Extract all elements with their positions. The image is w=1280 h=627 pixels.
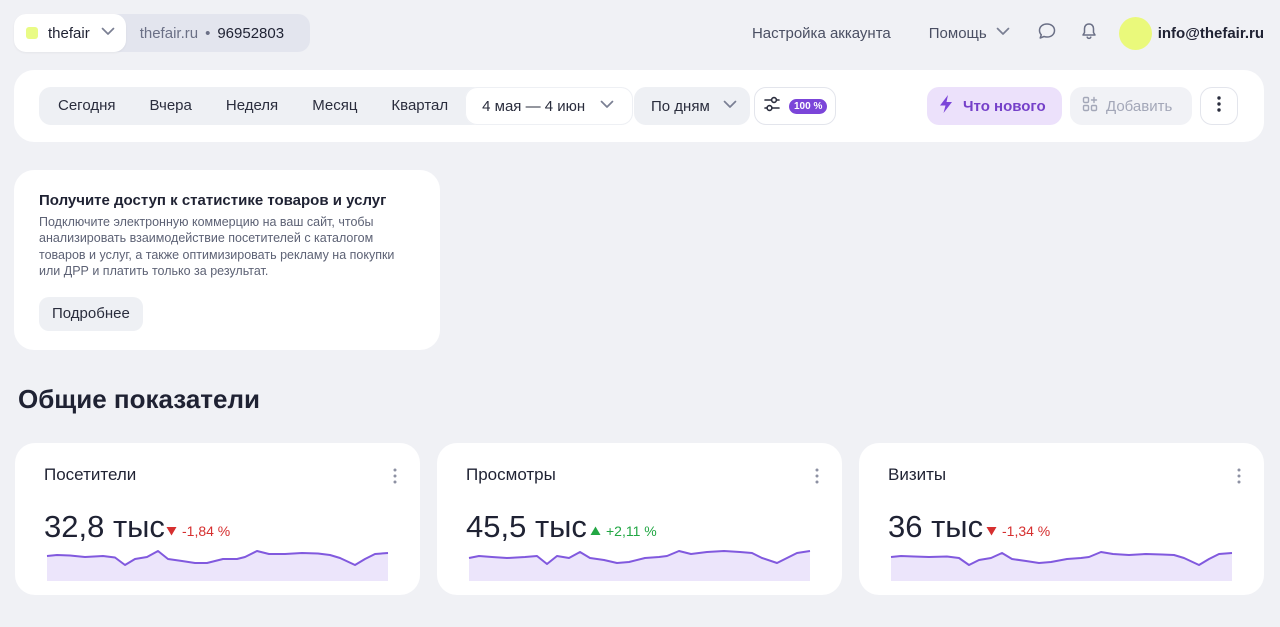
metric-delta: -1,34 % [986,523,1050,539]
vertical-dots-icon[interactable] [393,468,397,489]
bell-icon[interactable] [1079,21,1099,46]
whats-new-label: Что нового [963,97,1046,115]
top-navigation: Настройка аккаунта Помощь info@thefair.r… [752,14,1264,52]
triangle-up-icon [590,523,601,539]
period-quarter[interactable]: Квартал [391,97,449,114]
counter-id: 96952803 [217,24,285,42]
lightning-icon [937,94,955,118]
metric-value: 45,5 тыс [466,509,587,544]
site-name: thefair [48,24,90,42]
triangle-down-icon [166,523,177,539]
promo-title: Получите доступ к статистике товаров и у… [39,192,387,209]
period-month[interactable]: Месяц [312,97,358,114]
metric-sparkline [46,550,389,581]
metric-sparkline [468,550,811,581]
site-domain: thefair.ru [139,24,199,42]
sampling-badge: 100 % [789,98,828,114]
metric-title: Просмотры [466,465,556,484]
triangle-down-icon [986,523,997,539]
metric-value: 32,8 тыс [44,509,165,544]
help-menu[interactable]: Помощь [929,23,1011,43]
period-today[interactable]: Сегодня [58,97,116,114]
ecommerce-promo-card: Получите доступ к статистике товаров и у… [14,170,440,350]
sliders-icon [763,95,781,118]
chevron-down-icon [100,23,116,44]
site-select[interactable]: thefair [14,14,126,52]
separator: • [205,24,211,42]
widgets-plus-icon [1082,96,1098,116]
metric-sparkline [890,551,1233,581]
promo-text: Подключите электронную коммерцию на ваш … [39,215,395,278]
metric-card-pageviews[interactable]: Просмотры 45,5 тыс +2,11 % [437,443,842,595]
add-widget-label: Добавить [1106,97,1173,115]
period-selector: Сегодня Вчера Неделя Месяц Квартал 4 мая… [39,87,634,125]
section-title: Общие показатели [18,384,260,414]
promo-more-button[interactable]: Подробнее [39,297,143,332]
toolbar-more-button[interactable] [1200,87,1238,125]
chevron-down-icon [722,96,738,116]
metric-title: Визиты [888,465,947,484]
date-range-label: 4 мая — 4 июн [482,97,586,115]
metric-delta-value: +2,11 % [606,523,657,539]
site-switcher: thefair thefair.ru • 96952803 [14,14,311,52]
date-range-picker[interactable]: 4 мая — 4 июн [465,87,634,125]
add-widget-button[interactable]: Добавить [1070,87,1192,125]
metric-card-visitors[interactable]: Посетители 32,8 тыс -1,84 % [15,443,420,595]
metric-delta: +2,11 % [590,523,657,539]
metric-value: 36 тыс [888,509,984,544]
metric-delta: -1,84 % [166,523,230,539]
user-email[interactable]: info@thefair.ru [1157,24,1264,42]
help-label: Помощь [928,24,987,42]
vertical-dots-icon[interactable] [815,468,819,489]
chevron-down-icon [599,96,615,116]
filters-toolbar: Сегодня Вчера Неделя Месяц Квартал 4 мая… [14,70,1264,142]
account-settings-link[interactable]: Настройка аккаунта [751,24,891,42]
whats-new-button[interactable]: Что нового [927,87,1062,125]
sampling-button[interactable]: 100 % [754,87,836,125]
period-yesterday[interactable]: Вчера [149,97,192,114]
grouping-select[interactable]: По дням [634,87,750,125]
site-color-dot [26,27,38,39]
metric-card-visits[interactable]: Визиты 36 тыс -1,34 % [859,443,1264,595]
period-week[interactable]: Неделя [225,97,279,114]
chevron-down-icon [995,23,1011,43]
metric-delta-value: -1,84 % [182,523,231,539]
counter-info[interactable]: thefair.ru • 96952803 [126,25,310,42]
vertical-dots-icon [1217,95,1221,117]
avatar[interactable] [1118,16,1152,50]
metric-delta-value: -1,34 % [1002,523,1051,539]
vertical-dots-icon[interactable] [1237,468,1241,489]
chat-bubble-icon[interactable] [1037,21,1057,46]
metric-title: Посетители [44,465,137,484]
grouping-label: По дням [651,97,710,115]
